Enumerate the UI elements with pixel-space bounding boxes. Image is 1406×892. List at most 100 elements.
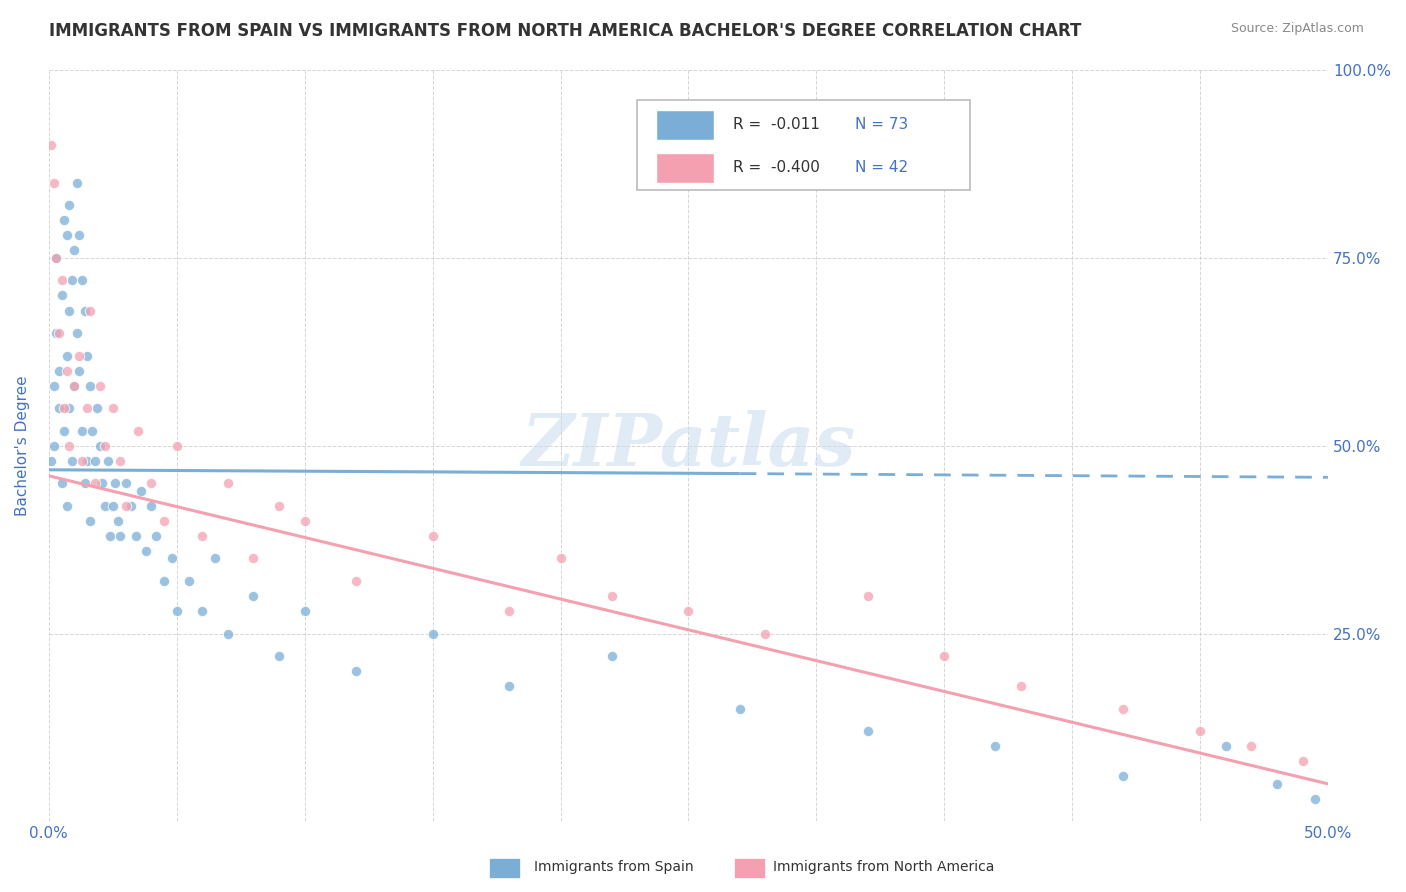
Point <box>42 439 65 453</box>
Point <box>191 604 214 618</box>
Point <box>48 401 70 416</box>
Point <box>76 454 98 468</box>
Point <box>60 273 83 287</box>
Point <box>344 664 367 678</box>
FancyBboxPatch shape <box>657 153 714 183</box>
Point <box>58 198 80 212</box>
Point <box>344 574 367 588</box>
Point <box>53 213 76 227</box>
Point <box>69 363 91 377</box>
Point <box>86 401 108 416</box>
Point <box>51 273 73 287</box>
Point <box>55 228 77 243</box>
Point <box>58 303 80 318</box>
Point <box>160 551 183 566</box>
Point <box>1265 777 1288 791</box>
Point <box>498 679 520 693</box>
Point <box>89 439 111 453</box>
Point <box>934 649 956 664</box>
Point <box>110 454 132 468</box>
Point <box>856 724 879 739</box>
Point <box>98 529 121 543</box>
Point <box>101 499 124 513</box>
Point <box>422 529 444 543</box>
Point <box>89 378 111 392</box>
Point <box>125 529 148 543</box>
Point <box>145 529 167 543</box>
Point <box>63 378 86 392</box>
Point <box>53 424 76 438</box>
Text: R =  -0.011: R = -0.011 <box>733 118 820 132</box>
Point <box>139 499 162 513</box>
Point <box>204 551 226 566</box>
Point <box>51 288 73 302</box>
Point <box>79 303 101 318</box>
Point <box>179 574 201 588</box>
Text: IMMIGRANTS FROM SPAIN VS IMMIGRANTS FROM NORTH AMERICA BACHELOR'S DEGREE CORRELA: IMMIGRANTS FROM SPAIN VS IMMIGRANTS FROM… <box>49 22 1081 40</box>
Point <box>55 363 77 377</box>
Point <box>678 604 700 618</box>
Point <box>58 401 80 416</box>
Point <box>76 401 98 416</box>
Point <box>1291 755 1313 769</box>
Point <box>55 499 77 513</box>
Point <box>294 514 316 528</box>
Point <box>153 514 176 528</box>
Point <box>45 251 67 265</box>
Point <box>267 649 290 664</box>
Text: Source: ZipAtlas.com: Source: ZipAtlas.com <box>1230 22 1364 36</box>
Point <box>127 424 149 438</box>
Text: Immigrants from North America: Immigrants from North America <box>773 860 994 874</box>
Point <box>48 326 70 340</box>
Point <box>114 499 136 513</box>
Point <box>754 626 776 640</box>
Point <box>101 401 124 416</box>
Point <box>97 454 120 468</box>
Point <box>63 244 86 258</box>
Text: ZIPatlas: ZIPatlas <box>522 410 855 482</box>
Point <box>139 476 162 491</box>
Point <box>70 454 93 468</box>
Point <box>45 251 67 265</box>
Point <box>1112 769 1135 783</box>
Point <box>83 476 105 491</box>
Point <box>107 514 129 528</box>
Point <box>94 439 117 453</box>
Point <box>217 626 239 640</box>
Point <box>73 303 96 318</box>
Point <box>45 326 67 340</box>
Point <box>66 176 89 190</box>
Point <box>110 529 132 543</box>
Point <box>1112 702 1135 716</box>
Text: Immigrants from Spain: Immigrants from Spain <box>534 860 695 874</box>
Text: N = 73: N = 73 <box>855 118 908 132</box>
Point <box>70 424 93 438</box>
Point <box>104 476 127 491</box>
Point <box>79 514 101 528</box>
Point <box>39 138 62 153</box>
Point <box>91 476 114 491</box>
Point <box>70 273 93 287</box>
Point <box>191 529 214 543</box>
Point <box>728 702 751 716</box>
Point <box>69 228 91 243</box>
Point <box>83 454 105 468</box>
Point <box>1189 724 1212 739</box>
Point <box>129 483 152 498</box>
Point <box>600 649 623 664</box>
Point <box>55 349 77 363</box>
Point <box>242 551 264 566</box>
Point <box>600 589 623 603</box>
Point <box>60 454 83 468</box>
Point <box>42 176 65 190</box>
Point <box>114 476 136 491</box>
Point <box>94 499 117 513</box>
Point <box>135 544 157 558</box>
Point <box>53 401 76 416</box>
Point <box>294 604 316 618</box>
Point <box>422 626 444 640</box>
Point <box>1240 739 1263 754</box>
Point <box>63 378 86 392</box>
Text: R =  -0.400: R = -0.400 <box>733 161 820 175</box>
Point <box>79 378 101 392</box>
